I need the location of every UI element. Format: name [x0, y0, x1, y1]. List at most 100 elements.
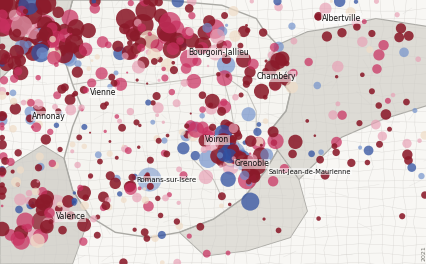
Point — [219, 135, 226, 139]
Point — [85, 67, 92, 71]
Point — [321, 7, 328, 11]
Point — [243, 178, 250, 182]
Point — [76, 135, 83, 140]
Point — [371, 122, 378, 127]
Point — [246, 200, 253, 204]
Point — [327, 0, 334, 3]
Point — [49, 37, 56, 41]
Point — [37, 35, 44, 39]
Point — [128, 175, 135, 180]
Point — [30, 201, 37, 205]
Point — [166, 21, 173, 25]
Point — [22, 219, 29, 224]
Point — [126, 50, 132, 55]
Point — [129, 33, 136, 37]
Point — [220, 100, 227, 104]
Point — [134, 48, 141, 52]
Point — [102, 204, 109, 208]
Point — [285, 71, 292, 75]
Point — [233, 131, 240, 135]
Point — [230, 156, 236, 161]
Point — [7, 233, 14, 237]
Point — [385, 127, 392, 131]
Point — [275, 71, 282, 75]
Point — [66, 57, 73, 62]
Point — [0, 14, 7, 18]
Point — [174, 0, 181, 3]
Point — [126, 185, 132, 189]
Point — [402, 100, 409, 104]
Point — [404, 34, 411, 38]
Point — [52, 206, 59, 211]
Point — [110, 81, 117, 85]
Point — [223, 43, 230, 47]
Point — [246, 70, 253, 74]
Point — [55, 10, 61, 15]
Point — [20, 101, 27, 105]
Point — [54, 93, 60, 97]
Point — [106, 84, 113, 89]
Point — [237, 158, 244, 162]
Polygon shape — [64, 0, 290, 238]
Point — [246, 152, 253, 156]
Point — [221, 46, 227, 50]
Point — [82, 196, 89, 200]
Point — [261, 95, 268, 99]
Point — [74, 70, 81, 74]
Point — [17, 197, 23, 202]
Point — [9, 91, 16, 95]
Point — [113, 81, 120, 85]
Point — [38, 208, 45, 212]
Point — [133, 78, 140, 82]
Point — [185, 234, 192, 238]
Point — [141, 187, 147, 191]
Point — [127, 187, 134, 191]
Point — [47, 219, 54, 224]
Point — [352, 20, 359, 24]
Point — [9, 169, 16, 174]
Point — [219, 132, 226, 136]
Point — [185, 56, 192, 61]
Point — [199, 46, 205, 50]
Point — [82, 88, 89, 92]
Point — [0, 93, 6, 98]
Point — [230, 136, 236, 140]
Point — [247, 139, 253, 143]
Point — [100, 195, 106, 199]
Point — [238, 158, 245, 163]
Point — [420, 193, 426, 197]
Point — [70, 41, 77, 45]
Point — [153, 136, 160, 140]
Point — [329, 113, 336, 117]
Point — [311, 134, 317, 138]
Polygon shape — [0, 145, 89, 264]
Point — [28, 12, 35, 16]
Point — [131, 175, 138, 179]
Point — [245, 180, 252, 184]
Point — [257, 89, 264, 93]
Point — [268, 65, 275, 70]
Point — [185, 6, 192, 11]
Point — [118, 126, 125, 130]
Point — [0, 194, 6, 198]
Point — [138, 26, 145, 30]
Point — [270, 141, 277, 145]
Point — [61, 85, 68, 89]
Point — [372, 0, 379, 3]
Point — [0, 204, 6, 208]
Point — [231, 154, 238, 159]
Point — [271, 82, 278, 86]
Point — [224, 73, 230, 78]
Point — [26, 191, 32, 195]
Point — [271, 45, 277, 49]
Point — [184, 132, 190, 136]
Point — [60, 27, 67, 31]
Point — [53, 46, 60, 51]
Point — [139, 23, 146, 27]
Point — [220, 153, 227, 157]
Point — [135, 145, 142, 149]
Point — [262, 69, 268, 73]
Point — [358, 73, 365, 77]
Point — [257, 153, 264, 157]
Point — [218, 109, 225, 114]
